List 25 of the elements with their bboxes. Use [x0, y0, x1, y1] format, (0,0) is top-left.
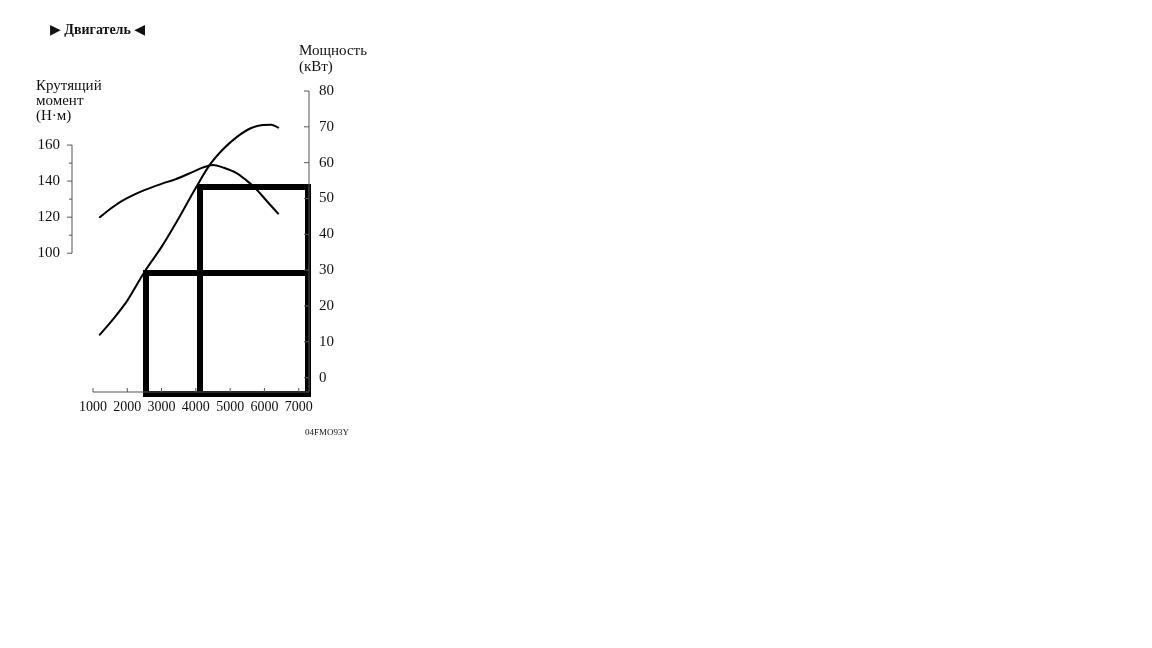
- y2-tick-label: 80: [319, 81, 334, 98]
- text: 04FMO93Y: [305, 427, 350, 437]
- y-tick-label: 100: [37, 244, 60, 261]
- x-tick-label: 4000: [181, 399, 210, 415]
- x-tick-label: 7000: [284, 399, 313, 415]
- y-tick-label: 140: [37, 172, 60, 189]
- y2-tick-label: 60: [319, 153, 334, 170]
- y2-axis-title: Мощность (кВт): [299, 42, 367, 74]
- y2-tick-label: 40: [319, 225, 334, 242]
- y2-tick-label: 10: [319, 332, 334, 349]
- y2-tick-label: 70: [319, 117, 334, 134]
- x-tick-label: 3000: [147, 399, 176, 415]
- y-tick-label: 120: [37, 208, 60, 225]
- x-tick-label: 1000: [79, 399, 107, 415]
- x-tick-label: 6000: [250, 399, 279, 415]
- y2-tick-label: 20: [319, 296, 334, 313]
- chart-title: ▶ Двигатель ◀: [50, 21, 146, 38]
- y-axis-title: Крутящий момент (Н·м): [36, 77, 102, 123]
- line-series: [98, 123, 280, 336]
- y2-tick-label: 0: [319, 368, 327, 385]
- x-tick-label: 2000: [113, 399, 142, 415]
- y2-tick-label: 30: [319, 261, 334, 278]
- y-tick-label: 160: [37, 136, 60, 153]
- y2-tick-label: 50: [319, 189, 334, 206]
- x-tick-label: 5000: [216, 399, 245, 415]
